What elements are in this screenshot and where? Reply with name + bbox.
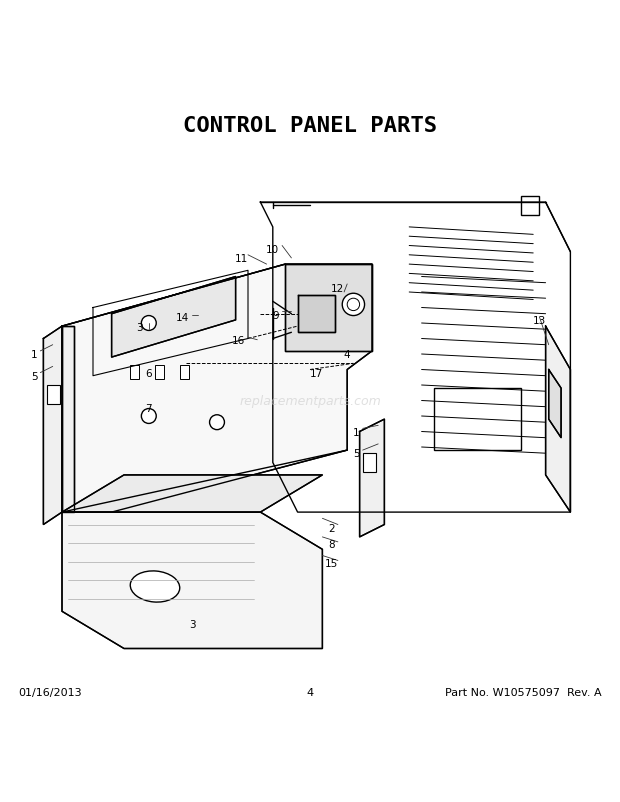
Text: 2: 2 (329, 523, 335, 533)
Text: 5: 5 (353, 448, 360, 459)
Text: 1: 1 (353, 427, 360, 437)
Text: 10: 10 (266, 245, 280, 254)
Polygon shape (62, 476, 322, 512)
Polygon shape (298, 296, 335, 333)
Bar (363, 454, 376, 472)
Circle shape (141, 316, 156, 331)
Bar (180, 366, 189, 379)
Text: 5: 5 (31, 371, 37, 381)
Text: 12: 12 (331, 283, 345, 294)
Polygon shape (546, 326, 570, 512)
Text: 3: 3 (189, 619, 195, 629)
Circle shape (141, 409, 156, 424)
Text: Part No. W10575097  Rev. A: Part No. W10575097 Rev. A (445, 687, 601, 697)
Polygon shape (43, 326, 62, 525)
Polygon shape (62, 265, 372, 512)
Polygon shape (285, 265, 372, 351)
Polygon shape (62, 326, 74, 512)
Text: 1: 1 (31, 350, 37, 359)
Text: 3: 3 (136, 323, 143, 333)
Text: 14: 14 (176, 313, 190, 322)
Polygon shape (521, 196, 539, 215)
Text: 15: 15 (325, 558, 339, 569)
Text: 8: 8 (329, 540, 335, 549)
Bar (155, 366, 164, 379)
Bar (46, 386, 60, 404)
Text: 9: 9 (273, 310, 279, 321)
Polygon shape (62, 512, 322, 649)
Text: 17: 17 (309, 368, 323, 378)
Polygon shape (549, 370, 561, 438)
Text: CONTROL PANEL PARTS: CONTROL PANEL PARTS (183, 115, 437, 136)
Text: 13: 13 (533, 315, 546, 326)
Polygon shape (434, 389, 521, 451)
Polygon shape (360, 419, 384, 537)
Polygon shape (112, 277, 236, 358)
Text: 4: 4 (306, 687, 314, 697)
Text: 4: 4 (344, 350, 350, 359)
Text: 6: 6 (146, 368, 152, 378)
Text: 16: 16 (232, 335, 246, 346)
Text: 01/16/2013: 01/16/2013 (19, 687, 82, 697)
Ellipse shape (130, 571, 180, 602)
Circle shape (342, 294, 365, 316)
Circle shape (347, 299, 360, 311)
Bar (130, 366, 140, 379)
Text: 7: 7 (146, 403, 152, 413)
Text: 11: 11 (235, 253, 249, 264)
Circle shape (210, 415, 224, 430)
Text: replacementparts.com: replacementparts.com (239, 395, 381, 407)
